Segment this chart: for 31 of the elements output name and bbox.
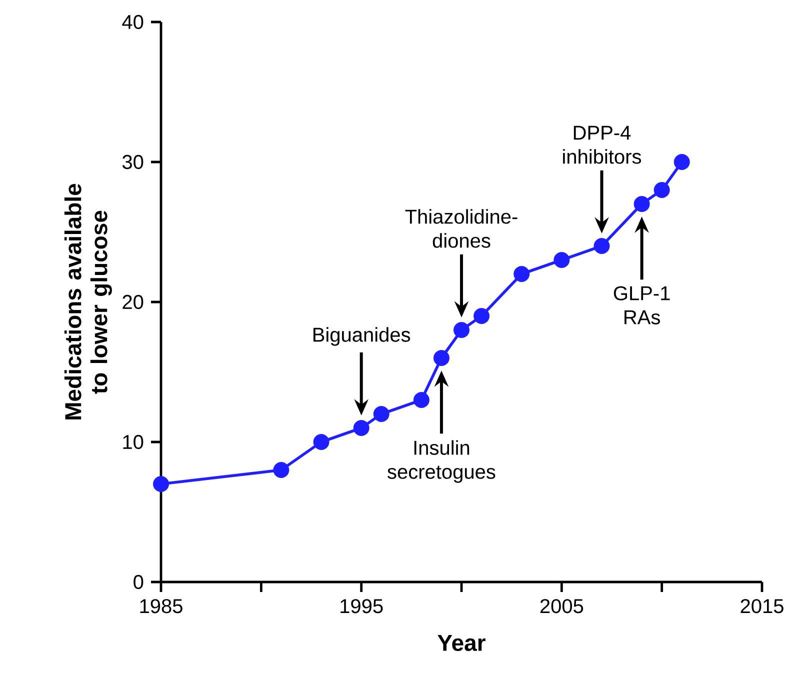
- point: [594, 238, 610, 254]
- y-axis-title: Medications available to lower glucose: [64, 184, 112, 420]
- point: [454, 322, 470, 338]
- x-tick-label: 1985: [140, 599, 182, 614]
- point: [153, 476, 170, 492]
- y-tick-label: 0: [134, 574, 144, 590]
- x-tick-label: 2005: [540, 599, 584, 614]
- point: [514, 266, 530, 282]
- x-axis-title: Year: [438, 634, 486, 652]
- y-tick-label: 20: [122, 294, 144, 310]
- point: [554, 252, 570, 268]
- point: [273, 462, 290, 478]
- point: [413, 392, 430, 408]
- annotation: Biguanides: [313, 327, 410, 346]
- x-tick-label: 2015: [740, 599, 784, 614]
- x-tick-label: 1995: [340, 599, 383, 614]
- point: [433, 350, 450, 366]
- point: [634, 196, 650, 212]
- point: [353, 420, 370, 436]
- point: [654, 182, 670, 198]
- point: [313, 434, 330, 450]
- point: [674, 154, 690, 170]
- annotation: GLP-1 RAs: [614, 286, 670, 324]
- y-tick-label: 40: [122, 14, 144, 30]
- point: [373, 406, 390, 422]
- y-tick-label: 10: [123, 434, 144, 450]
- point: [474, 308, 490, 324]
- annotation: Insulin secretogues: [388, 440, 496, 483]
- annotation: Thiazolidine-diones: [405, 209, 518, 248]
- annotation: DPP-4 inhibitors: [563, 126, 642, 164]
- y-tick-label: 30: [122, 154, 144, 170]
